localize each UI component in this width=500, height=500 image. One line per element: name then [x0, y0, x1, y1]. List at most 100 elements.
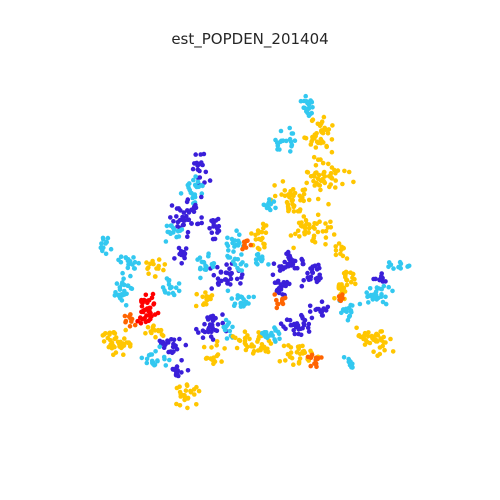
density-point-high [313, 361, 319, 366]
density-point-medium [265, 346, 270, 352]
density-point-high [126, 314, 132, 319]
density-point-medium [344, 256, 350, 261]
density-point-low [193, 174, 198, 179]
density-point-medium [259, 229, 265, 235]
density-point-very-high [148, 316, 153, 322]
density-point-very-high [144, 313, 149, 318]
density-point-medium [333, 244, 339, 249]
density-point-medium [333, 178, 339, 183]
density-point-very-low [191, 206, 196, 212]
density-point-low [103, 251, 109, 257]
density-point-low [203, 263, 208, 269]
map-title: est_POPDEN_201404 [171, 30, 329, 48]
density-point-very-low [223, 277, 229, 282]
density-point-low [206, 251, 211, 256]
density-point-low [405, 264, 411, 269]
density-point-low [391, 266, 396, 271]
density-point-low [160, 285, 166, 290]
density-point-low [116, 257, 121, 263]
density-point-very-low [228, 276, 234, 282]
density-point-very-low [213, 224, 219, 229]
density-point-medium [152, 274, 158, 279]
density-point-low [146, 353, 152, 358]
density-point-medium [297, 234, 302, 239]
density-point-high [127, 324, 133, 329]
density-point-very-low [209, 230, 215, 235]
density-point-low [108, 246, 114, 252]
density-point-low [227, 328, 233, 334]
density-point-low [117, 285, 123, 290]
density-point-medium [314, 180, 320, 186]
density-point-low [241, 304, 246, 309]
density-point-very-low [171, 344, 177, 349]
density-point-very-low [171, 219, 176, 224]
density-point-medium [333, 252, 339, 258]
density-point-low [235, 243, 241, 248]
density-point-very-low [325, 304, 331, 310]
density-point-high [319, 355, 324, 360]
density-point-low [169, 285, 174, 290]
density-point-medium [107, 332, 112, 337]
density-point-high [308, 363, 314, 369]
density-point-very-low [276, 290, 282, 296]
density-point-medium [323, 127, 329, 132]
density-point-low [198, 275, 203, 281]
density-point-medium [351, 179, 356, 185]
density-point-medium [304, 169, 310, 175]
density-point-medium [323, 235, 329, 240]
density-point-very-low [200, 335, 206, 341]
density-point-low [253, 257, 259, 262]
density-point-low [99, 241, 104, 246]
density-point-very-low [199, 220, 204, 226]
density-point-medium [159, 332, 165, 337]
density-point-medium [291, 362, 296, 368]
density-point-low [232, 301, 238, 307]
density-point-very-low [170, 367, 176, 372]
density-point-medium [272, 193, 278, 199]
density-point-medium [377, 351, 383, 357]
density-point-medium [313, 163, 319, 168]
density-point-very-low [199, 194, 204, 200]
density-point-medium [327, 184, 332, 190]
density-point-medium [280, 179, 286, 184]
density-point-low [117, 296, 123, 301]
density-point-very-low [180, 214, 185, 220]
density-point-very-low [234, 276, 240, 282]
density-point-low [348, 302, 354, 308]
density-point-low [273, 326, 278, 332]
density-point-low [199, 191, 205, 196]
density-point-low [238, 261, 244, 267]
density-point-low [121, 276, 126, 282]
density-point-very-low [300, 316, 306, 321]
density-point-very-low [286, 263, 291, 269]
density-point-very-low [194, 326, 199, 332]
density-point-very-low [177, 251, 182, 257]
density-point-very-low [289, 322, 295, 328]
density-point-low [234, 228, 239, 233]
density-point-very-low [278, 282, 283, 287]
density-point-very-low [169, 337, 174, 342]
density-point-medium [302, 350, 308, 356]
density-point-medium [295, 228, 301, 233]
density-point-low [132, 259, 138, 265]
density-point-medium [312, 174, 317, 179]
density-point-very-low [181, 210, 187, 215]
density-point-low [348, 308, 354, 313]
density-point-very-low [213, 315, 218, 321]
density-point-medium [329, 137, 335, 142]
density-point-very-low [271, 261, 277, 267]
density-point-medium [326, 161, 331, 167]
density-point-low [350, 361, 355, 367]
density-point-medium [219, 359, 224, 364]
density-point-high [274, 305, 280, 311]
density-point-very-low [282, 282, 288, 288]
density-point-low [176, 281, 182, 286]
density-point-low [163, 239, 169, 244]
density-point-medium [177, 403, 183, 408]
density-point-very-low [175, 224, 180, 229]
density-point-medium [255, 231, 261, 236]
density-point-low [275, 143, 281, 149]
density-point-very-low [184, 199, 190, 205]
density-point-very-low [320, 313, 326, 318]
density-point-very-low [178, 208, 183, 213]
